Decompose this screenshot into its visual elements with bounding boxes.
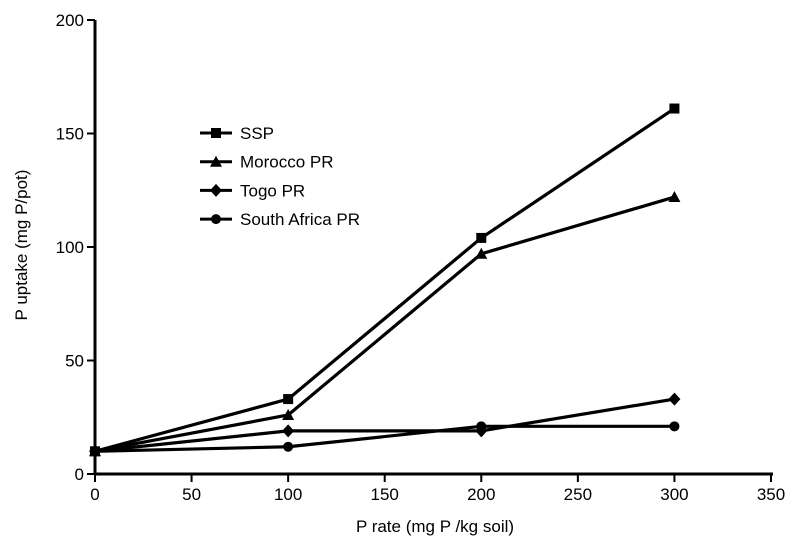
- x-tick-label: 300: [660, 485, 688, 504]
- x-tick-label: 150: [371, 485, 399, 504]
- x-tick-label: 250: [564, 485, 592, 504]
- data-point-south-africa-pr: [669, 421, 679, 431]
- y-axis-label: P uptake (mg P/pot): [12, 170, 31, 321]
- y-tick-label: 100: [56, 238, 84, 257]
- x-tick-label: 200: [467, 485, 495, 504]
- y-tick-label: 50: [65, 352, 84, 371]
- x-tick-label: 0: [90, 485, 99, 504]
- data-point-ssp: [283, 394, 293, 404]
- plot-area: [95, 20, 773, 474]
- series-line-ssp: [95, 109, 674, 452]
- series-group: [89, 104, 680, 458]
- data-point-togo-pr: [282, 424, 294, 437]
- series-south-africa-pr: [90, 421, 679, 456]
- x-axis: 0 50 100 150 200 250 300 350: [90, 474, 785, 504]
- legend-label: South Africa PR: [240, 210, 360, 229]
- y-axis: 0 50 100 150 200: [56, 11, 95, 484]
- series-ssp: [90, 104, 679, 457]
- data-point-ssp: [669, 104, 679, 114]
- series-morocco-pr: [89, 191, 680, 456]
- x-tick-label: 100: [274, 485, 302, 504]
- data-point-south-africa-pr: [476, 421, 486, 431]
- legend-label: Togo PR: [240, 181, 305, 200]
- data-point-south-africa-pr: [283, 442, 293, 452]
- data-point-south-africa-pr: [90, 446, 100, 456]
- y-tick-label: 150: [56, 125, 84, 144]
- x-tick-label: 350: [757, 485, 785, 504]
- legend-label: SSP: [240, 124, 274, 143]
- x-axis-label: P rate (mg P /kg soil): [356, 517, 514, 536]
- legend-item-south-africa-pr: South Africa PR: [200, 210, 360, 229]
- legend-marker: [211, 128, 221, 138]
- data-point-morocco-pr: [668, 191, 680, 202]
- data-point-togo-pr: [668, 393, 680, 406]
- y-tick-label: 0: [75, 465, 84, 484]
- legend-marker: [210, 184, 222, 197]
- legend-item-ssp: SSP: [200, 124, 274, 143]
- legend: SSP Morocco PR Togo PR South Africa PR: [200, 124, 360, 229]
- legend-item-morocco-pr: Morocco PR: [200, 153, 334, 172]
- legend-marker: [211, 214, 221, 224]
- y-tick-label: 200: [56, 11, 84, 30]
- legend-item-togo-pr: Togo PR: [200, 181, 305, 200]
- x-tick-label: 50: [182, 485, 201, 504]
- data-point-ssp: [476, 233, 486, 243]
- legend-label: Morocco PR: [240, 153, 334, 172]
